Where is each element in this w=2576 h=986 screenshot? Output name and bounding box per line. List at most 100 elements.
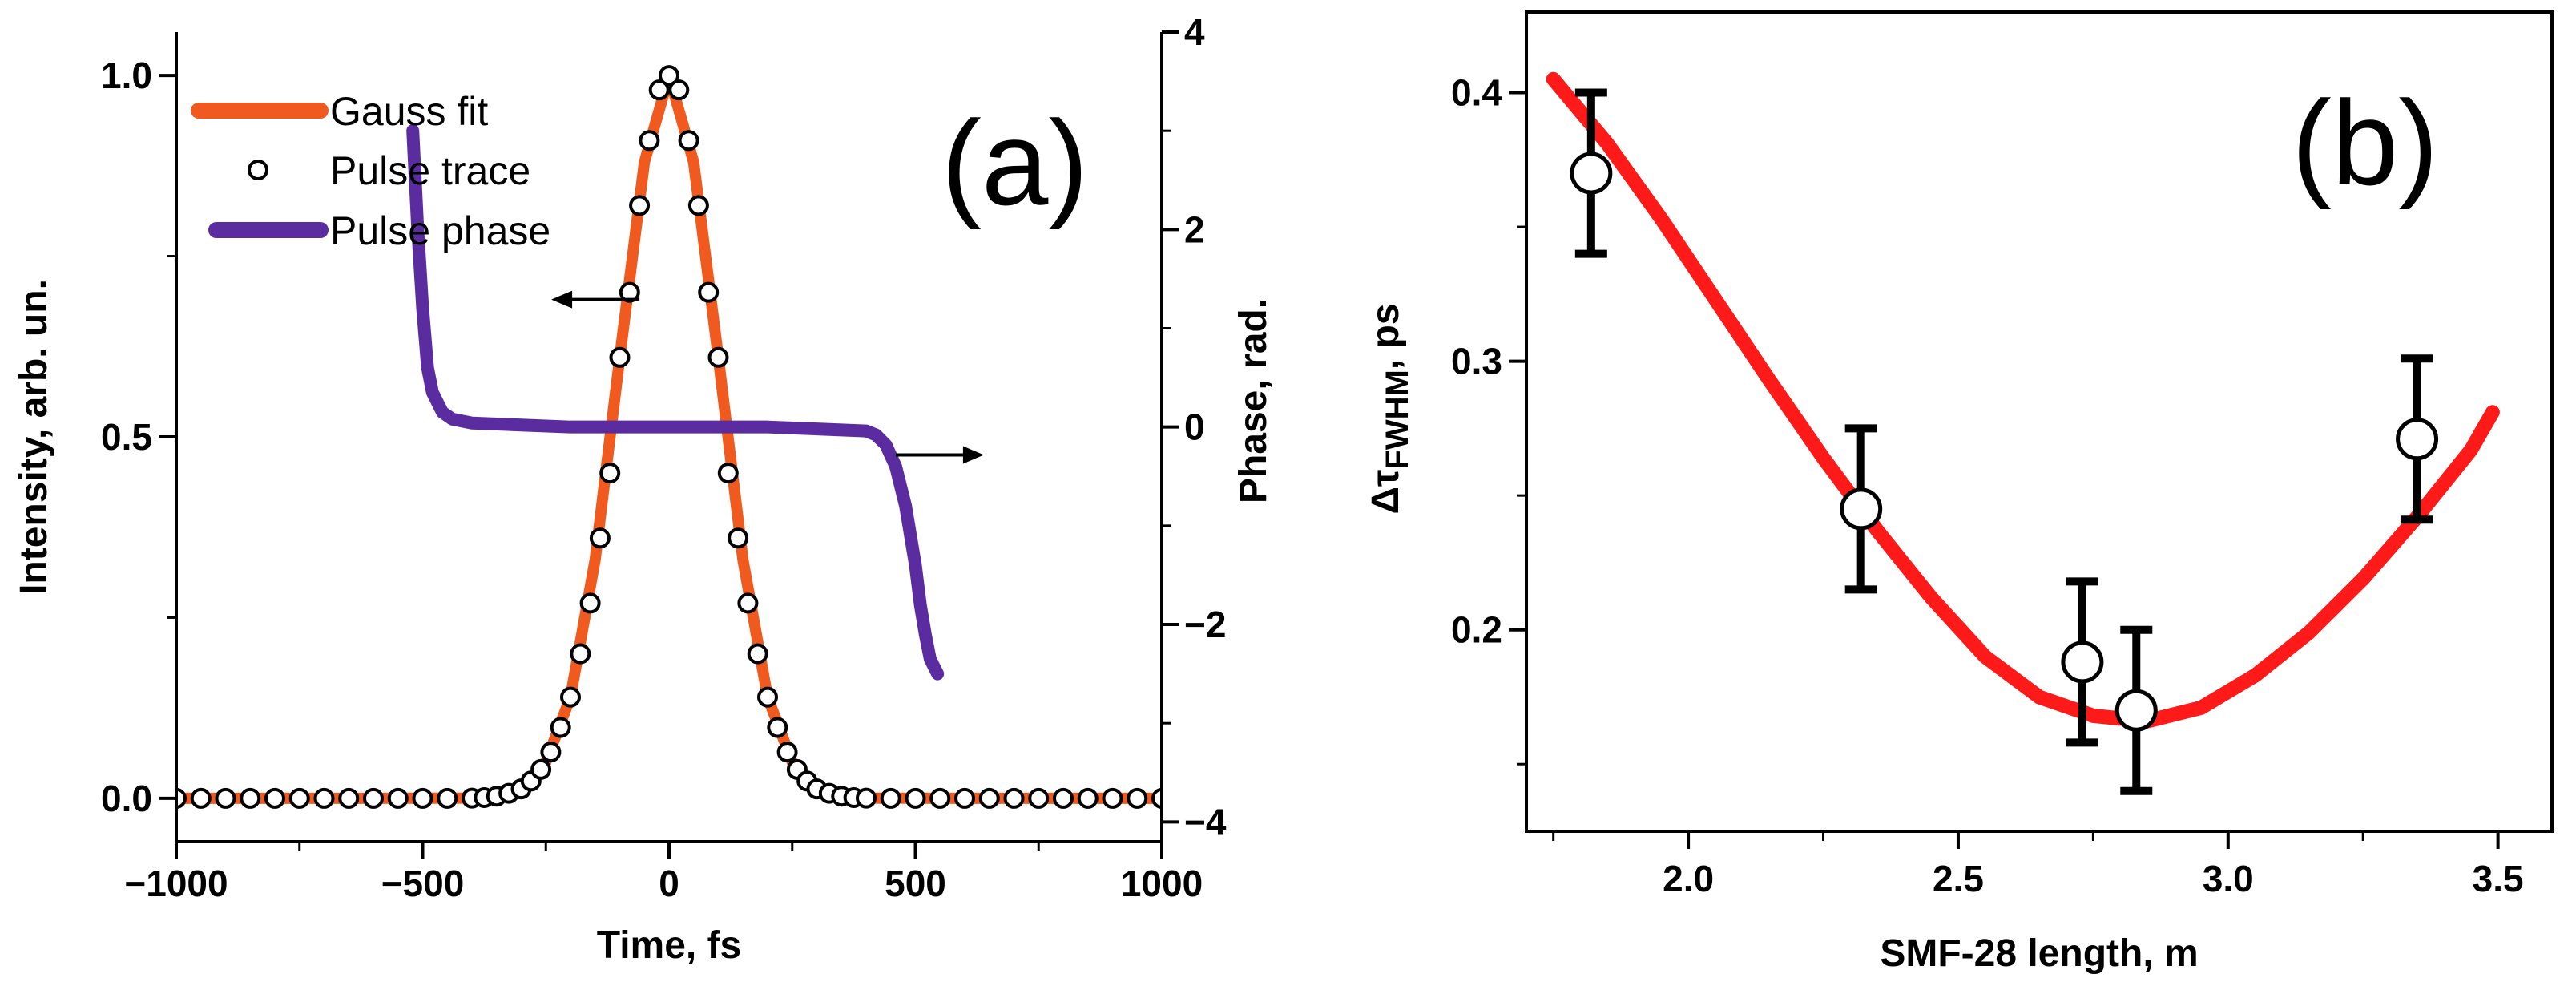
panel-a-x-axis-title: Time, fs [597, 924, 742, 967]
pulse-trace-point [1151, 787, 1162, 809]
pulse-trace-point [659, 65, 679, 87]
panel-b: 2.0 2.5 3.0 3.5 0.2 0.3 0.4 (b) SMF-28 length,… [1365, 10, 2554, 975]
panel-a-y2-tick-label: 0 [1184, 406, 1205, 448]
panel-a-x-tick-label: −500 [381, 863, 465, 904]
data-point [1570, 152, 1613, 195]
pulse-trace-point [1053, 787, 1074, 809]
right-axis-arrow-head [962, 446, 984, 464]
pulse-trace-point [776, 742, 798, 763]
panel-a-plot-area [176, 65, 1162, 809]
pulse-trace-point [609, 346, 631, 368]
panel-a-legend: Gauss fit Pulse trace Pulse phase [191, 89, 550, 253]
panel-b-y-tick-label: 0.2 [1451, 609, 1502, 651]
panel-b-ticks: 2.0 2.5 3.0 3.5 0.2 0.3 0.4 [1451, 72, 2524, 899]
panel-b-plot-area [1546, 71, 2500, 795]
pulse-trace-point [1102, 787, 1123, 809]
pulse-trace-point [1028, 787, 1050, 809]
panel-a-y2-tick-label: 4 [1184, 11, 1205, 53]
pulse-trace-point [599, 463, 621, 484]
panel-a-x-tick-label: 1000 [1121, 863, 1203, 904]
pulse-trace-point [698, 281, 720, 303]
panel-b-y-axis-title: ΔτFWHM, ps [1365, 303, 1415, 514]
panel-a-ticks: −1000 −500 0 500 1000 0.0 0.5 1.0 −4 −2 0 2 4 [101, 11, 1227, 904]
pulse-phase-line [406, 124, 945, 681]
pulse-trace-point [954, 787, 975, 809]
data-point [2114, 689, 2158, 732]
panel-a-y2-tick-label: 2 [1184, 208, 1205, 250]
pulse-trace-point [264, 787, 285, 809]
pulse-trace-point [728, 527, 749, 549]
data-point [2061, 640, 2104, 684]
panel-b-label: (b) [2292, 75, 2438, 210]
data-point [1840, 487, 1883, 531]
pulse-trace-point [176, 787, 187, 809]
panel-b-x-tick-label: 2.5 [1933, 858, 1984, 899]
pulse-trace-point [668, 79, 690, 101]
panel-a-x-tick-label: 500 [885, 863, 946, 904]
panel-a-y-tick-label: 1.0 [101, 55, 152, 96]
panel-a-y2-axis-title: Phase, rad. [1232, 298, 1275, 503]
panel-b-x-axis-title: SMF-28 length, m [1880, 932, 2198, 975]
pulse-trace-point [313, 787, 335, 809]
pulse-trace-point [288, 787, 310, 809]
panel-a-y2-tick-label: −4 [1184, 801, 1227, 843]
panel-a-y-tick-label: 0.0 [101, 778, 152, 819]
pulse-trace-point [338, 787, 360, 809]
pulse-trace-point [240, 787, 261, 809]
pulse-trace-point [707, 346, 729, 368]
panel-a: −1000 −500 0 500 1000 0.0 0.5 1.0 −4 −2 0 2 4 (a) Ga… [13, 11, 1275, 967]
panel-b-y-tick-label: 0.3 [1451, 341, 1502, 382]
panel-b-x-tick-label: 3.5 [2473, 858, 2524, 899]
pulse-trace-point [570, 643, 591, 665]
pulse-trace-point [540, 742, 562, 763]
pulse-trace-point [856, 787, 877, 809]
left-axis-arrow-head [551, 290, 573, 309]
panel-b-y-axis-title-sub: FWHM [1380, 370, 1415, 469]
panel-a-x-tick-label: −1000 [124, 863, 228, 904]
pulse-trace-point [1003, 787, 1025, 809]
pulse-trace-point [757, 686, 778, 708]
pulse-trace-point [747, 643, 768, 665]
pulse-trace-point [767, 717, 788, 738]
panel-b-x-tick-label: 3.0 [2203, 858, 2254, 899]
pulse-trace-point [589, 527, 611, 549]
pulse-trace-point [717, 463, 739, 484]
pulse-trace-point [530, 758, 552, 780]
pulse-trace-point [1077, 787, 1099, 809]
pulse-trace-point [905, 787, 926, 809]
panel-a-y-tick-label: 0.5 [101, 416, 152, 458]
pulse-trace-point [880, 787, 901, 809]
pulse-trace-point [687, 195, 709, 216]
pulse-trace-point [387, 787, 409, 809]
legend-label-pulse-phase: Pulse phase [330, 208, 550, 253]
data-point [2396, 418, 2439, 461]
pulse-trace-point [929, 787, 951, 809]
pulse-trace-point [412, 787, 433, 809]
panel-a-label: (a) [941, 95, 1088, 230]
pulse-trace-point [190, 787, 212, 809]
pulse-trace-point [978, 787, 1000, 809]
pulse-trace-point [648, 79, 670, 101]
panel-a-y2-tick-label: −2 [1184, 604, 1226, 645]
pulse-trace-point [215, 787, 236, 809]
panel-a-y-axis-title: Intensity, arb. un. [13, 279, 55, 595]
pulse-trace-point [437, 787, 458, 809]
pulse-trace-point [363, 787, 384, 809]
pulse-trace-point [579, 592, 601, 614]
panel-a-x-tick-label: 0 [659, 863, 679, 904]
pulse-trace-point [629, 195, 651, 216]
panel-b-y-axis-title-tail: , ps [1365, 303, 1407, 370]
panel-b-axes [1525, 10, 2554, 833]
pulse-trace-point [550, 717, 571, 738]
panel-b-x-tick-label: 2.0 [1663, 858, 1714, 899]
legend-label-pulse-trace: Pulse trace [330, 148, 530, 193]
fit-curve [1546, 71, 2500, 729]
pulse-trace-point [639, 130, 660, 152]
panel-b-y-tick-label: 0.4 [1451, 72, 1502, 114]
pulse-trace-point [1127, 787, 1148, 809]
pulse-trace-point [678, 130, 699, 152]
pulse-trace-point [737, 592, 759, 614]
panel-b-frame [1525, 10, 2554, 833]
legend-label-gauss-fit: Gauss fit [330, 89, 488, 134]
